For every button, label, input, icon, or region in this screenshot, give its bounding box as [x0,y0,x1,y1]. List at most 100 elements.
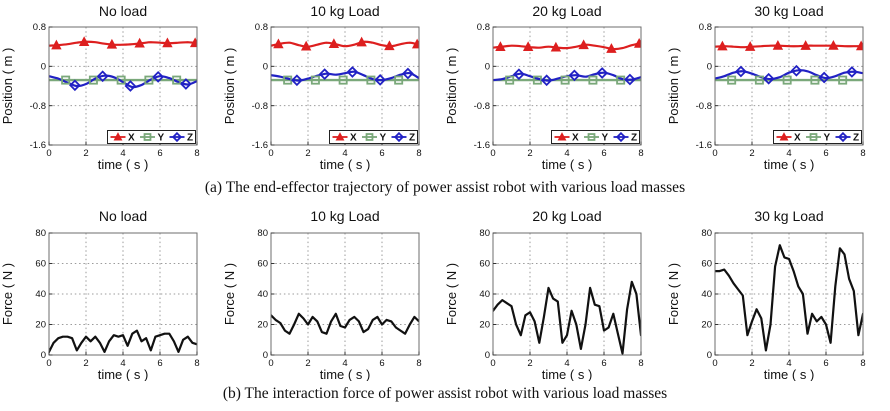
legend-label-X: X [572,133,579,144]
series-line-force [271,312,419,335]
x-axis-label: time ( s ) [98,367,149,381]
marker-triangle [384,40,395,51]
marker-triangle [106,38,118,49]
y-axis-label: Force ( N ) [0,263,15,325]
series-line-Z [49,74,197,89]
series-group [49,36,197,92]
marker-square [505,75,515,85]
marker-triangle [113,132,123,141]
marker-diamond [171,131,183,143]
y-tick-label: 60 [257,259,268,270]
marker-triangle [772,40,784,50]
series-line-force [493,280,641,355]
marker-square [616,75,626,85]
series-line-force [49,329,197,353]
x-axis-label: time ( s ) [764,157,815,172]
marker-square [838,75,848,85]
marker-triangle [522,41,534,52]
series-group [493,37,641,87]
marker-diamond [846,66,858,78]
series-line-force [715,244,863,352]
x-tick-label: 0 [46,358,51,369]
marker-triangle [134,37,145,48]
marker-square [727,75,737,85]
legend-label-Y: Y [602,133,609,144]
marker-triangle [78,36,90,47]
chart-position-no-load: 0 2 4 6 8 0.8 0 -0.8 -1.6 No load time ( s ) Positi… [0,3,200,172]
x-tick-label: 0 [712,358,717,369]
marker-triangle [356,36,367,47]
chart-title: No load [99,208,147,224]
series-line-Z [271,70,419,82]
y-tick-label: -1.6 [30,140,46,151]
marker-triangle [335,132,345,141]
chart-title: 20 kg Load [532,208,601,224]
marker-square [588,75,598,85]
x-axis-label: time ( s ) [764,367,815,381]
x-tick-label: 6 [379,148,384,159]
y-tick-label: 0.8 [255,22,268,33]
marker-diamond [96,70,109,83]
caption-b: (b) The interaction force of power assis… [222,385,668,402]
legend-label-Z: Z [631,133,637,144]
marker-diamond [837,131,849,143]
legend-label-Y: Y [380,133,387,144]
y-axis-label: Force ( N ) [444,263,459,325]
marker-triangle [328,38,340,49]
x-tick-label: 4 [120,148,125,159]
marker-diamond [374,74,387,86]
legend-label-Z: Z [853,133,859,144]
y-tick-label: 20 [257,320,268,331]
panel-position-10kg: 0 2 4 6 8 0.8 0 -0.8 -1.6 10 kg Load time ( s ) Pos… [222,2,444,174]
marker-square [338,75,348,85]
marker-triangle [51,39,62,50]
y-tick-label: -0.8 [252,101,268,112]
y-axis-label: Position ( m ) [222,48,237,125]
caption-a: (a) The end-effector trajectory of power… [204,179,686,196]
legend-label-X: X [128,133,135,144]
series-line-Z [715,69,863,81]
marker-triangle [495,41,506,51]
series-line-X [271,40,419,48]
series-line-X [49,40,197,47]
x-tick-label: 0 [490,148,495,159]
panel-force-no-load: 0 2 4 6 8 0 20 40 60 80 No load time ( s ) Force ( N… [0,207,222,381]
marker-diamond [318,68,331,80]
force-row: 0 2 4 6 8 0 20 40 60 80 No load time ( s ) Force ( N… [0,207,890,381]
x-tick-label: 4 [786,358,791,369]
x-tick-label: 6 [157,358,162,369]
marker-triangle [557,132,567,141]
marker-diamond [346,66,359,78]
series-line-X [493,42,641,51]
chart-title: 10 kg Load [310,208,379,224]
x-tick-label: 0 [712,148,717,159]
x-tick-label: 6 [157,148,162,159]
y-tick-label: 0 [485,62,490,73]
marker-triangle [550,41,562,52]
series-line-X [715,44,863,49]
marker-triangle [189,37,197,48]
x-axis-label: time ( s ) [98,157,149,172]
y-tick-label: 80 [479,228,490,239]
marker-square [560,75,570,85]
marker-triangle [633,37,641,48]
series-group [271,36,419,87]
x-tick-label: 4 [564,358,569,369]
y-tick-label: 20 [701,320,712,331]
marker-diamond [393,131,405,143]
marker-square [365,133,374,141]
marker-square [88,75,98,85]
marker-diamond [69,79,81,92]
x-tick-label: 2 [749,358,754,369]
chart-title: 30 kg Load [754,208,823,224]
y-tick-label: 0 [41,62,46,73]
marker-square [809,133,818,141]
chart-position-30kg: 0 2 4 6 8 0.8 0 -0.8 -1.6 30 kg Load time ( s ) Pos… [666,3,866,172]
y-tick-label: 0 [41,350,46,361]
marker-diamond [615,131,627,143]
x-tick-label: 2 [527,358,532,369]
marker-triangle [273,38,284,49]
x-tick-label: 0 [268,358,273,369]
y-tick-label: 20 [35,320,46,331]
